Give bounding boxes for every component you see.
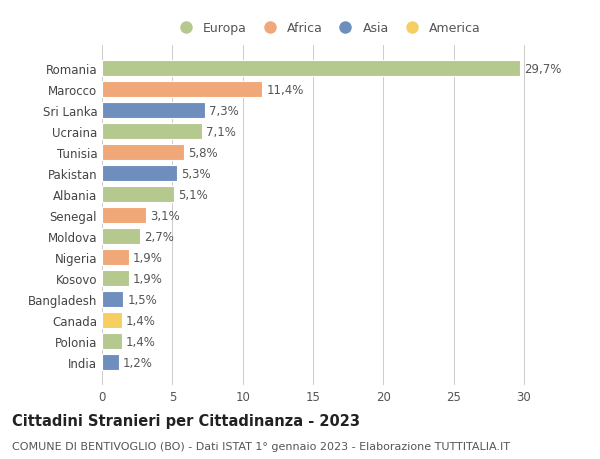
Text: 1,5%: 1,5% [127, 293, 157, 306]
Text: 7,1%: 7,1% [206, 125, 236, 139]
Legend: Europa, Africa, Asia, America: Europa, Africa, Asia, America [169, 18, 485, 39]
Bar [102, 145, 184, 161]
Bar [102, 229, 140, 245]
Text: 5,8%: 5,8% [188, 146, 217, 159]
Text: 3,1%: 3,1% [150, 209, 179, 222]
Text: 1,9%: 1,9% [133, 251, 163, 264]
Bar [102, 166, 176, 182]
Text: 2,7%: 2,7% [144, 230, 174, 243]
Bar [102, 62, 520, 77]
Text: 1,4%: 1,4% [126, 335, 156, 348]
Text: 1,2%: 1,2% [123, 356, 153, 369]
Bar [102, 334, 122, 349]
Text: 7,3%: 7,3% [209, 105, 239, 118]
Text: 29,7%: 29,7% [524, 63, 561, 76]
Bar [102, 313, 122, 328]
Bar [102, 271, 129, 286]
Text: COMUNE DI BENTIVOGLIO (BO) - Dati ISTAT 1° gennaio 2023 - Elaborazione TUTTITALI: COMUNE DI BENTIVOGLIO (BO) - Dati ISTAT … [12, 441, 510, 451]
Bar [102, 187, 174, 202]
Text: 1,4%: 1,4% [126, 314, 156, 327]
Bar [102, 103, 205, 119]
Bar [102, 82, 262, 98]
Text: 11,4%: 11,4% [266, 84, 304, 96]
Text: 5,1%: 5,1% [178, 188, 208, 202]
Bar [102, 291, 123, 308]
Bar [102, 354, 119, 370]
Bar [102, 124, 202, 140]
Text: 1,9%: 1,9% [133, 272, 163, 285]
Bar [102, 208, 146, 224]
Bar [102, 250, 129, 265]
Text: 5,3%: 5,3% [181, 168, 211, 180]
Text: Cittadini Stranieri per Cittadinanza - 2023: Cittadini Stranieri per Cittadinanza - 2… [12, 413, 360, 428]
